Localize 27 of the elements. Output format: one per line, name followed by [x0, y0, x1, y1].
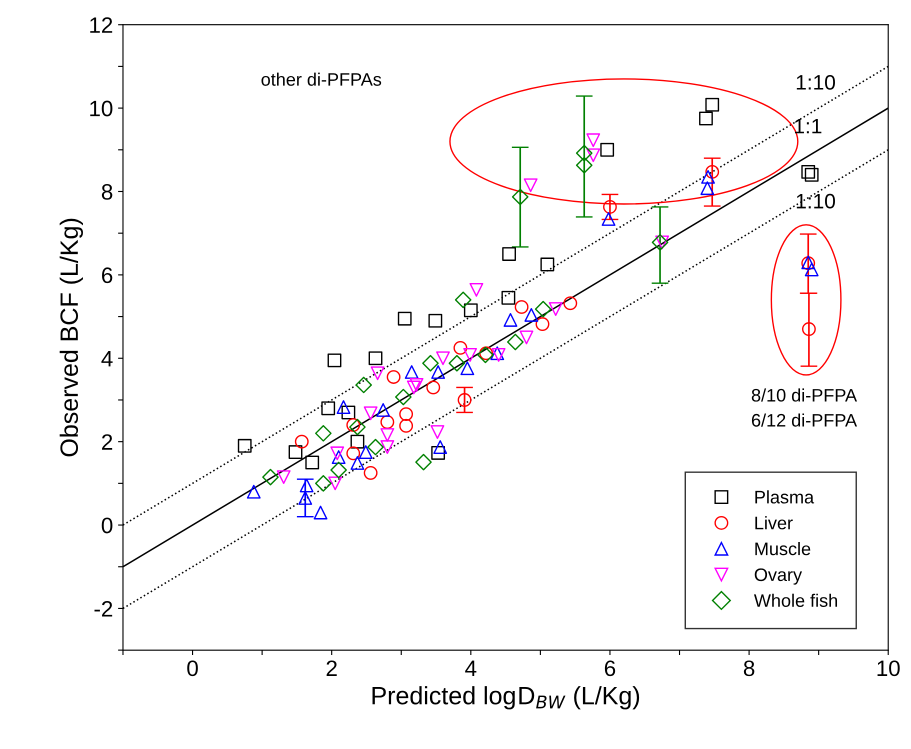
annotation: 1:10: [796, 74, 835, 90]
y-axis-title: Observed BCF (L/Kg): [60, 218, 83, 456]
legend-label: Muscle: [755, 542, 810, 556]
annotation: 1:10: [796, 194, 835, 209]
x-tick-label: 0: [187, 660, 198, 676]
y-tick-label: 6: [102, 267, 112, 284]
x-tick-label: 2: [326, 660, 337, 676]
legend-label: Liver: [755, 516, 793, 530]
legend-label: Whole fish: [754, 594, 838, 607]
y-tick-label: 12: [90, 17, 112, 33]
annotation: other di-PFPAs: [261, 72, 382, 86]
annotation: 6/12 di-PFPA: [752, 413, 858, 427]
x-axis-title: Predicted logD$_{BW}$ (L/Kg): [372, 686, 640, 710]
x-tick-label: 10: [878, 660, 900, 676]
y-tick-label: 10: [90, 100, 112, 116]
annotation: 1:1: [794, 118, 822, 134]
legend-label: Plasma: [755, 490, 814, 504]
legend-label: Ovary: [754, 568, 802, 585]
x-tick-label: 4: [465, 660, 476, 676]
y-tick-label: 4: [101, 351, 113, 366]
y-tick-label: 2: [102, 434, 112, 450]
y-tick-label: -2: [94, 600, 112, 616]
annotation: 8/10 di-PFPA: [752, 388, 858, 402]
x-tick-label: 8: [744, 660, 754, 676]
y-tick-label: 0: [102, 518, 112, 534]
x-tick-label: 6: [604, 660, 616, 676]
y-tick-label: 8: [102, 184, 112, 200]
